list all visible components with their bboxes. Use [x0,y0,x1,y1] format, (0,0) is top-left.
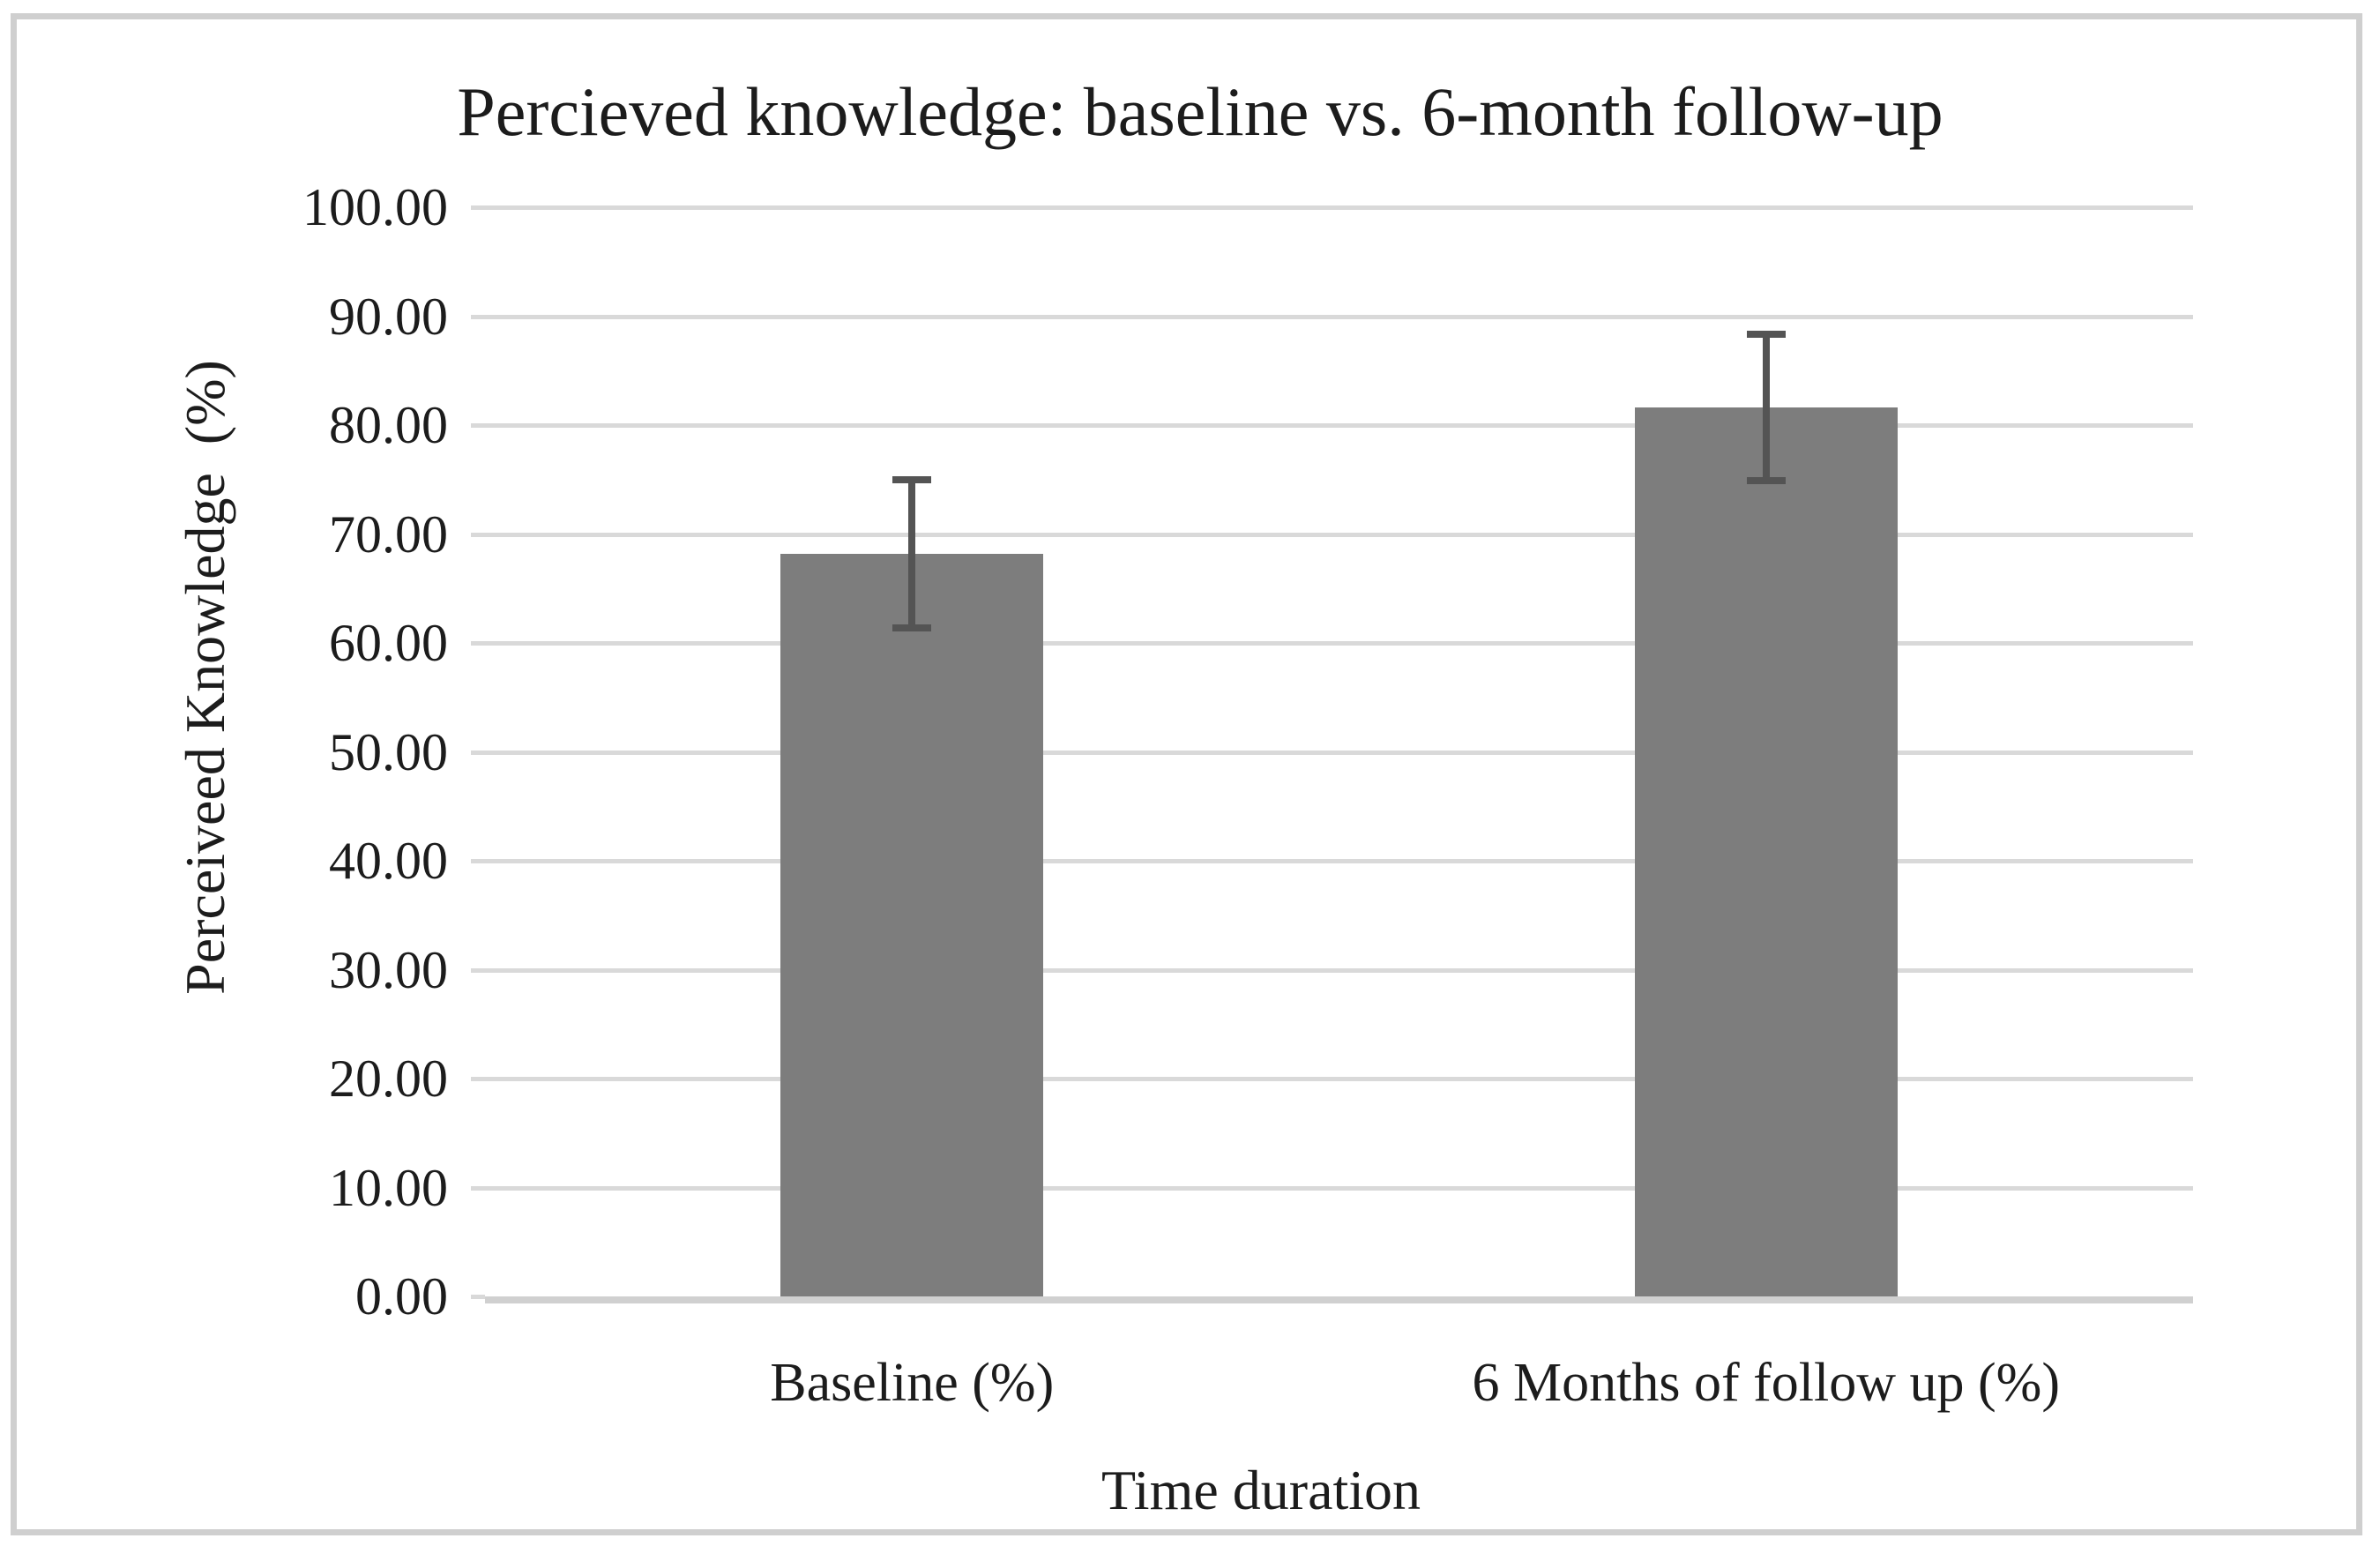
gridline [485,967,2193,973]
y-axis-tick [471,1185,485,1191]
x-category-label: 6 Months of follow up (%) [1472,1353,2060,1413]
gridline [485,423,2193,428]
y-tick-label: 0.00 [355,1267,448,1326]
x-axis-title: Time duration [1100,1459,1421,1521]
y-axis-tick [471,641,485,646]
gridline [485,532,2193,537]
y-tick-label: 30.00 [329,940,448,999]
gridline [485,205,2193,210]
y-tick-label: 60.00 [329,614,448,672]
y-tick-label: 90.00 [329,287,448,346]
y-axis-tick [471,423,485,428]
y-tick-label: 70.00 [329,504,448,564]
y-axis-tick [471,314,485,319]
y-axis-tick [471,859,485,863]
gridline [485,1185,2193,1191]
y-axis-tick [471,750,485,755]
error-bar-cap-top [892,475,932,483]
error-bar-line [1762,334,1770,481]
y-tick-label: 80.00 [329,396,448,454]
y-tick-label: 20.00 [329,1049,448,1108]
data-bar [780,553,1044,1296]
x-axis-line [485,1296,2193,1303]
y-axis-tick [471,532,485,537]
gridline [485,859,2193,863]
y-tick-label: 40.00 [329,832,448,890]
chart-title: Percieved knowledge: baseline vs. 6-mont… [457,73,1944,150]
y-tick-label: 10.00 [329,1158,448,1217]
y-axis-tick [471,205,485,210]
error-bar-cap-bottom [1746,476,1786,484]
error-bar-line [908,479,916,628]
data-bar [1634,407,1898,1296]
error-bar-cap-top [1746,331,1786,339]
figure-border [11,13,2362,1535]
y-axis-tick [471,967,485,973]
y-tick-label: 100.00 [302,178,448,236]
gridline [485,314,2193,319]
gridline [485,641,2193,646]
error-bar-cap-bottom [892,624,932,631]
y-axis-tick [471,1077,485,1081]
y-axis-tick [471,1295,485,1299]
y-tick-label: 50.00 [329,722,448,781]
gridline [485,1077,2193,1081]
x-category-label: Baseline (%) [770,1353,1055,1413]
gridline [485,750,2193,755]
